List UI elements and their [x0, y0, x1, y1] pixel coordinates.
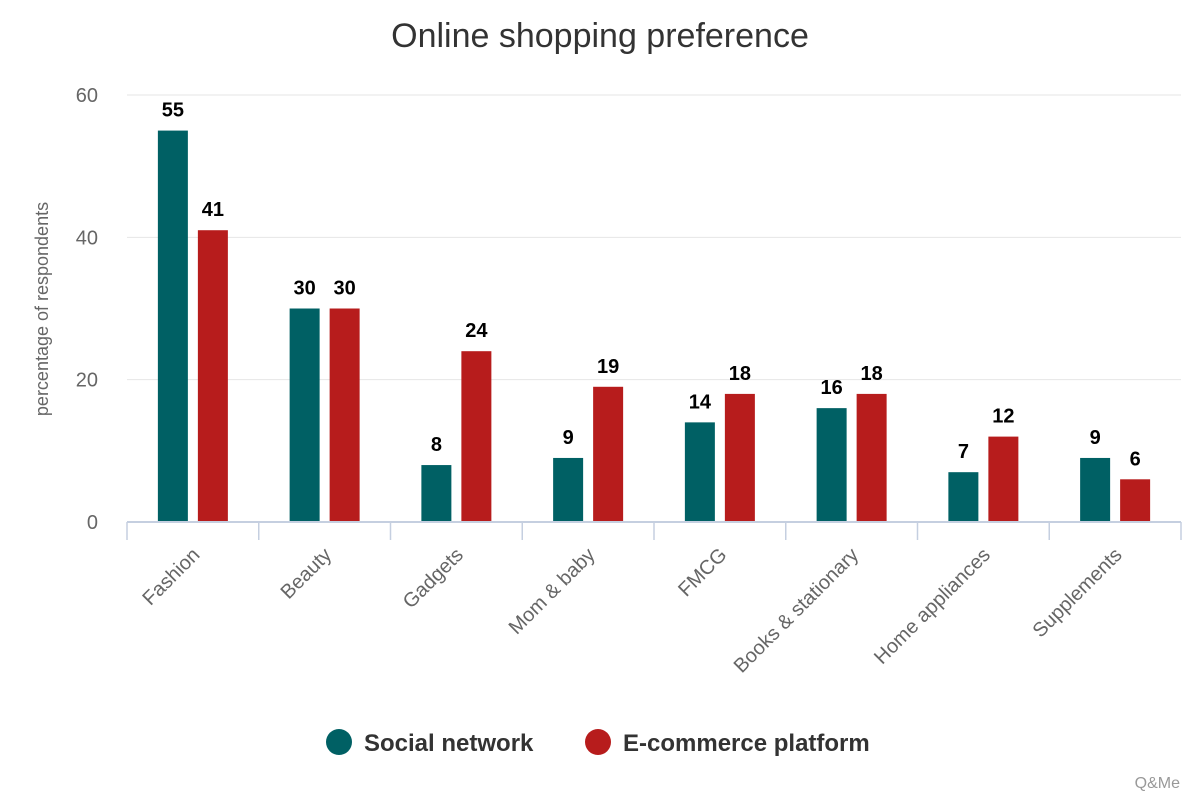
data-label: 6 — [1130, 448, 1141, 470]
bar — [197, 230, 228, 522]
data-label: 16 — [821, 377, 843, 399]
bar — [461, 351, 492, 522]
grid-lines — [127, 94, 1181, 381]
data-label: 30 — [294, 278, 316, 300]
x-tick-label: Books & stationary — [730, 544, 863, 677]
legend-swatch — [585, 729, 611, 755]
bar — [856, 393, 887, 522]
x-tick-label: Supplements — [1029, 544, 1127, 642]
y-tick-label: 60 — [76, 85, 98, 107]
x-tick-label: Mom & baby — [505, 544, 600, 639]
bars — [157, 130, 1151, 523]
x-tick-label: Gadgets — [399, 544, 468, 613]
data-label: 19 — [597, 356, 619, 378]
data-label: 55 — [162, 100, 184, 122]
y-axis-ticks: 0 20 40 60 — [76, 85, 98, 534]
data-label: 9 — [563, 427, 574, 449]
chart-title: Online shopping preference — [391, 17, 809, 55]
bar — [816, 408, 847, 522]
bar — [724, 393, 755, 522]
x-tick-label: Beauty — [277, 544, 337, 604]
x-tick-label: FMCG — [674, 544, 731, 601]
y-tick-label: 20 — [76, 370, 98, 392]
data-label: 12 — [992, 406, 1014, 428]
legend-label: E-commerce platform — [623, 730, 870, 757]
legend-swatch — [326, 729, 352, 755]
data-labels: 55 41 30 30 8 24 9 19 14 18 16 18 7 12 9 6 — [162, 100, 1141, 471]
y-tick-label: 40 — [76, 227, 98, 249]
bar — [157, 130, 188, 523]
bar — [553, 457, 584, 522]
bar — [1080, 457, 1111, 522]
legend-item[interactable]: Social network — [326, 729, 534, 757]
x-tick-label: Fashion — [139, 544, 205, 610]
bar — [1120, 479, 1151, 522]
bar — [948, 472, 979, 522]
data-label: 30 — [334, 278, 356, 300]
bar — [988, 436, 1019, 522]
bar — [421, 465, 452, 522]
bar — [593, 386, 624, 522]
legend-item[interactable]: E-commerce platform — [585, 729, 870, 757]
bar — [329, 308, 360, 522]
legend: Social network E-commerce platform — [326, 729, 870, 757]
data-label: 24 — [465, 320, 488, 342]
data-label: 18 — [861, 363, 883, 385]
data-label: 14 — [689, 391, 712, 413]
data-label: 18 — [729, 363, 751, 385]
x-axis: Fashion Beauty Gadgets Mom & baby FMCGBooks … — [126, 521, 1182, 677]
y-tick-label: 0 — [87, 512, 98, 534]
x-tick-label: Home appliances — [870, 544, 995, 669]
data-label: 9 — [1090, 427, 1101, 449]
bar — [289, 308, 320, 522]
bar — [684, 422, 715, 522]
data-label: 41 — [202, 199, 224, 221]
credit-text: Q&Me — [1135, 775, 1180, 792]
data-label: 7 — [958, 441, 969, 463]
legend-label: Social network — [364, 730, 534, 757]
y-axis-label: percentage of respondents — [32, 202, 52, 416]
data-label: 8 — [431, 434, 442, 456]
